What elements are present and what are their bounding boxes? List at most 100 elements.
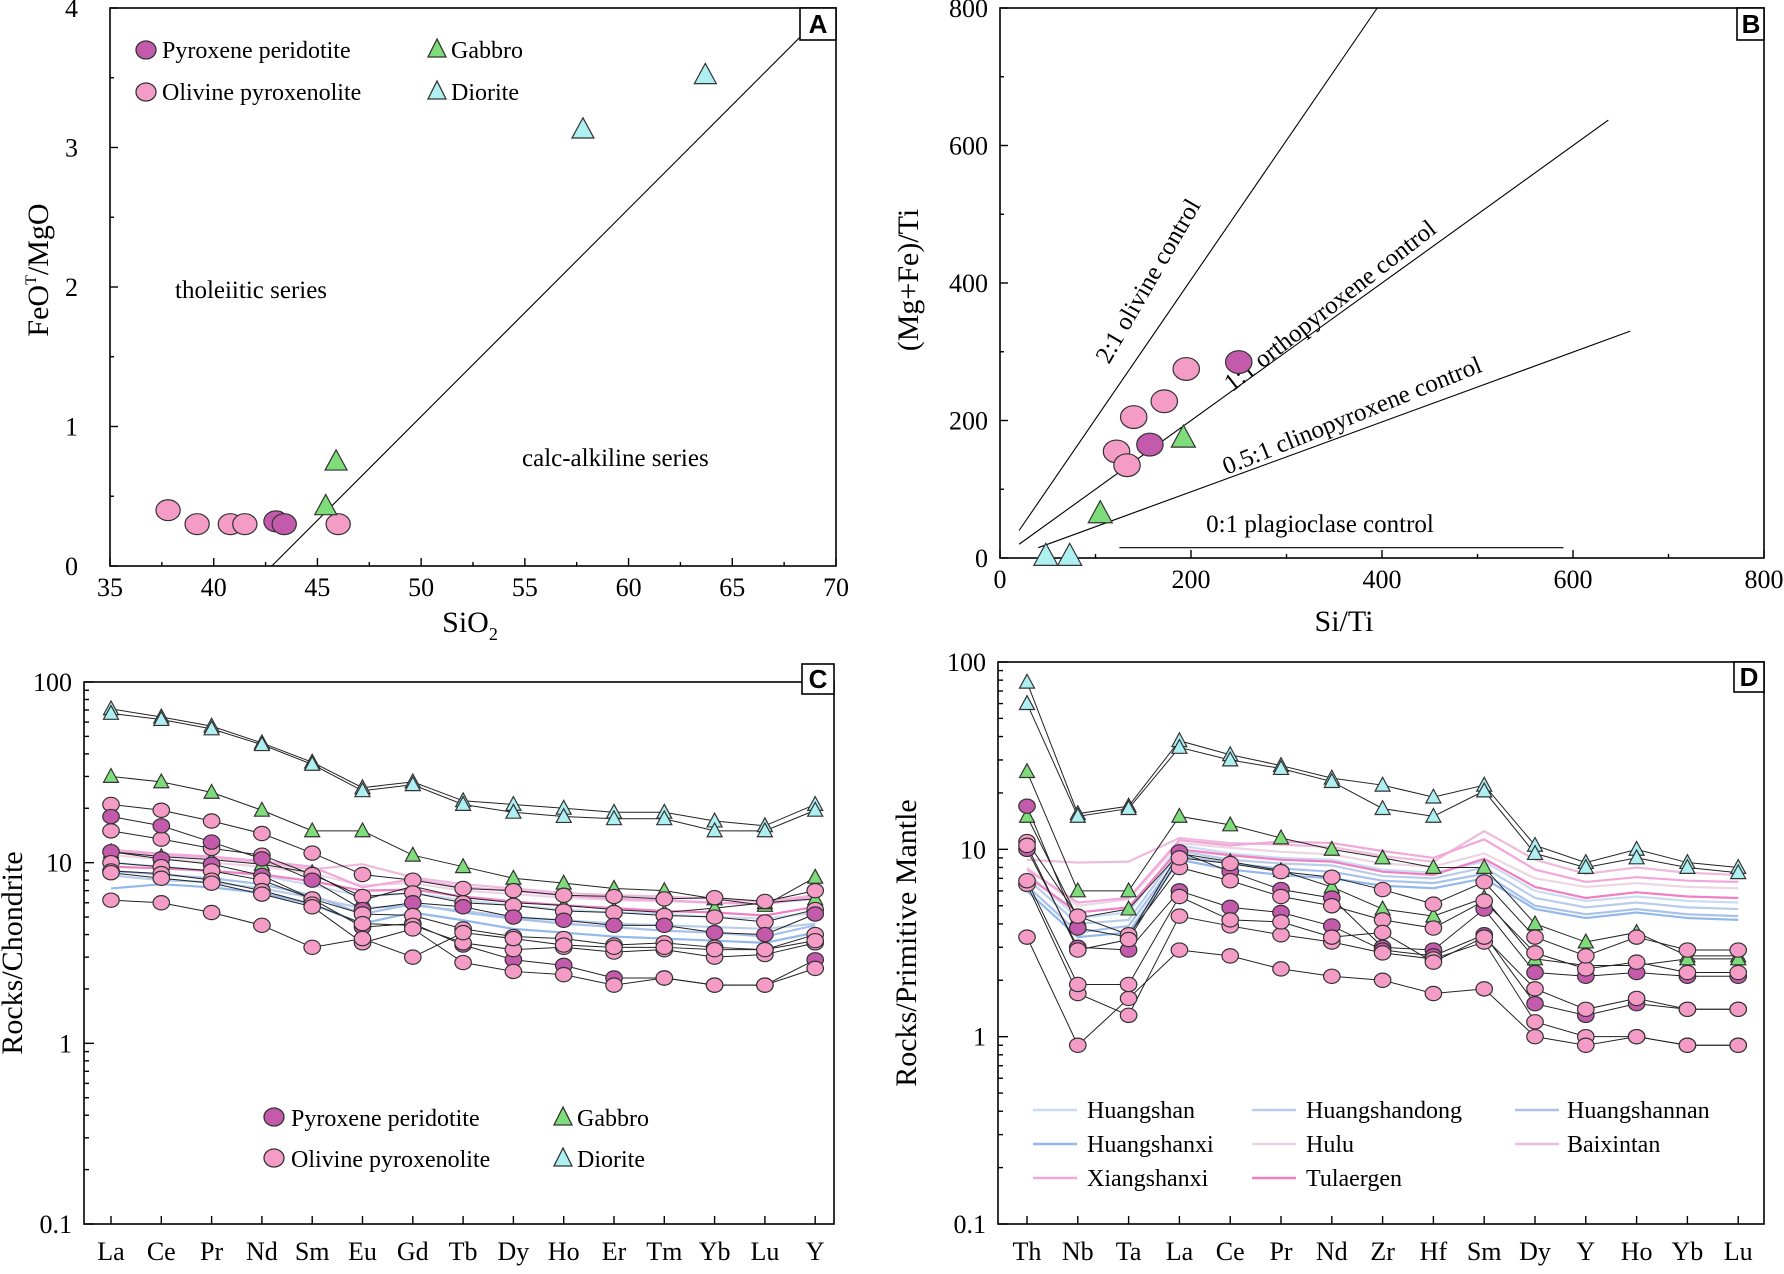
point-diorite — [693, 62, 718, 85]
legend-c-olivine-pyroxenolite-label: Olivine pyroxenolite — [291, 1147, 490, 1173]
point-olivine-pyroxenolite — [1172, 356, 1201, 381]
panel-d-point-olivine-pyroxenolite — [1068, 976, 1087, 993]
panel-c-point-diorite — [253, 735, 271, 752]
panel-d-point-olivine-pyroxenolite — [1526, 1014, 1544, 1030]
panel-d-point-pyroxene-peridotite — [1526, 995, 1544, 1012]
panel-d-point-diorite — [1018, 694, 1036, 711]
panel-a-xtick-label: 35 — [97, 573, 123, 602]
panel-d-point-gabbro — [1069, 881, 1087, 898]
panel-c-letter: C — [809, 664, 828, 694]
panel-d-point-olivine-pyroxenolite — [1627, 990, 1646, 1007]
panel-d-point-olivine-pyroxenolite — [1068, 942, 1087, 958]
panel-d-point-gabbro — [1120, 881, 1138, 898]
panel-d-point-diorite — [1374, 776, 1392, 792]
panel-a-ytick-label: 4 — [65, 0, 78, 23]
point-olivine-pyroxenolite — [232, 513, 258, 536]
legend-d-huangshan-label: Huangshan — [1087, 1098, 1195, 1124]
point-olivine-pyroxenolite — [155, 499, 181, 522]
panel-d-point-olivine-pyroxenolite — [1373, 972, 1392, 988]
panel-d-point-diorite — [1729, 863, 1747, 880]
panel-c-xtick-label: Yb — [699, 1237, 731, 1266]
panel-d-point-diorite — [1678, 858, 1696, 874]
legend-d-baixintan-label: Baixintan — [1567, 1132, 1660, 1158]
panel-d-point-olivine-pyroxenolite — [1170, 942, 1189, 958]
panel-c-point-pyroxene-peridotite — [152, 818, 171, 834]
panel-d-point-olivine-pyroxenolite — [1119, 931, 1138, 948]
panel-d-point-olivine-pyroxenolite — [1373, 881, 1392, 898]
panel-d-point-olivine-pyroxenolite — [1424, 954, 1443, 970]
panel-c-point-pyroxene-peridotite — [102, 808, 120, 825]
point-pyroxene-peridotite — [271, 513, 297, 536]
panel-c-xtick-label: Nd — [246, 1237, 278, 1266]
panel-c-point-olivine-pyroxenolite — [705, 909, 724, 925]
panel-c-point-diorite — [555, 807, 573, 824]
legend-d-tulaergen-label: Tulaergen — [1306, 1166, 1402, 1192]
panel-d-ytick-label: 100 — [947, 648, 986, 677]
panel-a-ytick-label: 3 — [65, 134, 78, 163]
panel-d-point-diorite — [1475, 781, 1493, 798]
panel-c-point-olivine-pyroxenolite — [806, 960, 825, 977]
panel-c-point-diorite — [353, 781, 372, 798]
panel-b-ytick-label: 800 — [949, 0, 988, 23]
panel-d-point-olivine-pyroxenolite — [1373, 945, 1392, 961]
panel-d-point-gabbro — [1272, 828, 1290, 845]
legend-c-olivine-pyroxenolite-marker — [263, 1148, 285, 1168]
panel-d-ref-huangshannan — [1026, 854, 1739, 934]
panel-d-ref-tulaergen — [1026, 848, 1739, 914]
panel-b-xlabel: Si/Ti — [1315, 605, 1374, 638]
panel-d-xtick-label: Pr — [1269, 1237, 1292, 1266]
panel-d-xtick-label: Dy — [1519, 1237, 1551, 1266]
panel-c-point-olivine-pyroxenolite — [705, 889, 724, 906]
panel-c-xtick-label: Eu — [348, 1237, 377, 1266]
panel-c-point-olivine-pyroxenolite — [705, 941, 724, 958]
panel-c-point-olivine-pyroxenolite — [353, 866, 372, 883]
control-line — [1018, 7, 1378, 531]
panel-d-xtick-label: Ta — [1116, 1237, 1142, 1266]
panel-d-point-olivine-pyroxenolite — [1729, 1001, 1748, 1018]
panel-d-point-olivine-pyroxenolite — [1424, 920, 1443, 936]
panel-d-point-olivine-pyroxenolite — [1526, 1028, 1544, 1045]
panel-d-legend: Huangshan Huangshandong Huangshannan Hua… — [1033, 1098, 1710, 1192]
panel-c-ytick-label: 10 — [46, 849, 72, 878]
panel-d-ref-huangshandong — [1026, 849, 1739, 926]
annotation-calc-alkaline-series: calc-alkiline series — [522, 445, 709, 472]
legend-pyroxene-peridotite-marker — [135, 40, 157, 60]
panel-d-ytick-label: 1 — [973, 1023, 986, 1052]
panel-b-xtick-label: 600 — [1554, 565, 1593, 594]
panel-c-point-pyroxene-peridotite — [705, 924, 724, 941]
panel-a-scatter: 35 40 45 50 55 60 65 70 0 1 2 3 4 A SiO2 FeOT/MgO th… — [22, 0, 849, 644]
panel-c-point-diorite — [504, 803, 522, 819]
panel-c-spider: 0.1 1 10 100 La Ce Pr Nd Sm Eu Gd Tb Dy Ho Er Tm Yb Lu Y C… — [0, 663, 835, 1266]
annotation-tholeiitic-series: tholeiitic series — [175, 277, 327, 304]
panel-d-point-gabbro — [1170, 807, 1188, 823]
legend-d-hulu-label: Hulu — [1306, 1132, 1354, 1158]
panel-d-xtick-label: Th — [1013, 1237, 1042, 1266]
legend-diorite-marker — [426, 79, 448, 100]
legend-d-huangshandong-label: Huangshandong — [1306, 1098, 1462, 1124]
point-olivine-pyroxenolite — [1119, 405, 1148, 430]
panel-a-legend: Pyroxene peridotite Olivine pyroxenolite… — [135, 37, 523, 106]
panel-c-point-olivine-pyroxenolite — [202, 813, 221, 829]
panel-c-point-pyroxene-peridotite — [202, 834, 221, 850]
panel-c-point-olivine-pyroxenolite — [253, 825, 271, 842]
panel-c-point-olivine-pyroxenolite — [504, 930, 523, 947]
panel-c-point-olivine-pyroxenolite — [554, 966, 573, 983]
legend-diorite-label: Diorite — [451, 80, 519, 106]
legend-c-gabbro-label: Gabbro — [577, 1106, 649, 1132]
panel-d-point-olivine-pyroxenolite — [1119, 990, 1138, 1007]
panel-c-xtick-label: Gd — [397, 1237, 429, 1266]
control-line-label: 0:1 plagioclase control — [1206, 511, 1434, 538]
panel-a-xtick-label: 60 — [616, 573, 642, 602]
panel-d-point-olivine-pyroxenolite — [1576, 1037, 1595, 1053]
panel-d-point-diorite — [1424, 807, 1442, 823]
panel-d-ytick-label: 10 — [960, 835, 986, 864]
panel-c-point-pyroxene-peridotite — [403, 895, 422, 911]
panel-a-ytick-label: 2 — [65, 273, 78, 302]
panel-b-ytick-label: 0 — [975, 544, 988, 573]
panel-c-point-olivine-pyroxenolite — [202, 875, 221, 891]
point-diorite — [1056, 542, 1083, 566]
panel-a-xlabel: SiO2 — [442, 606, 498, 644]
panel-a-xtick-label: 50 — [408, 573, 434, 602]
point-olivine-pyroxenolite — [1113, 453, 1141, 478]
panel-c-xtick-label: Ho — [548, 1237, 580, 1266]
